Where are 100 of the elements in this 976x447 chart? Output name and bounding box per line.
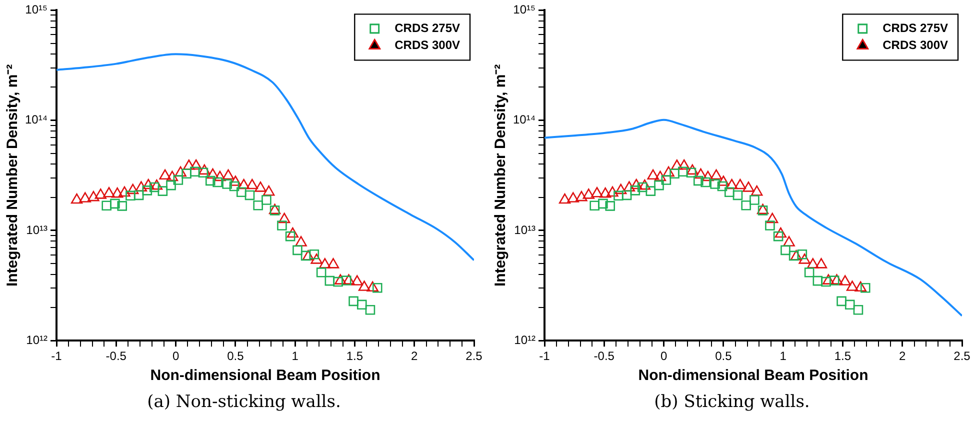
x-tick-label: 0 — [172, 349, 180, 364]
x-tick-label: -1 — [539, 349, 550, 364]
point — [661, 175, 672, 185]
y-axis-title: Integrated Number Density, m⁻² — [4, 64, 22, 287]
point — [638, 179, 651, 190]
point — [333, 276, 343, 287]
point — [324, 276, 335, 286]
point — [222, 179, 232, 189]
text: (a) Non-sticking walls. — [146, 392, 342, 412]
point — [741, 200, 751, 210]
point — [302, 250, 314, 260]
x-tick-label: 1 — [780, 349, 787, 364]
point — [780, 245, 790, 256]
point — [365, 305, 376, 315]
point — [710, 169, 722, 180]
point — [591, 186, 603, 198]
point — [366, 281, 378, 292]
x-tick-label: 0 — [660, 349, 668, 364]
point — [244, 190, 255, 200]
point — [159, 169, 171, 180]
x-tick-label: 2.5 — [466, 349, 483, 364]
point — [205, 176, 216, 186]
point — [790, 250, 802, 260]
point — [278, 212, 290, 224]
point — [182, 168, 192, 179]
point — [718, 176, 730, 186]
point — [678, 166, 688, 177]
point — [726, 178, 738, 190]
point — [807, 258, 819, 268]
point — [693, 176, 704, 186]
point — [750, 185, 763, 196]
point — [773, 231, 784, 242]
point — [686, 168, 696, 178]
point — [295, 236, 307, 246]
point — [724, 187, 734, 197]
point — [142, 178, 154, 190]
legend-label: CRDS 300V — [882, 38, 948, 52]
point — [732, 190, 743, 200]
y-tick-label: 10¹⁵ — [513, 2, 536, 17]
point — [229, 181, 240, 192]
point — [774, 227, 787, 238]
point — [630, 186, 640, 196]
point — [358, 280, 370, 291]
point — [567, 192, 579, 202]
point — [262, 185, 275, 196]
point — [222, 169, 234, 180]
point — [238, 178, 250, 190]
point — [173, 175, 184, 185]
x-tick-label: 1.5 — [346, 349, 364, 364]
point — [678, 159, 690, 170]
x-tick-label: -0.5 — [106, 349, 127, 364]
point — [206, 168, 219, 179]
point — [292, 245, 302, 256]
point — [158, 186, 168, 196]
point — [149, 182, 160, 192]
point — [582, 188, 594, 199]
point — [860, 283, 870, 293]
point — [830, 274, 843, 284]
x-tick-label: 1.5 — [834, 349, 852, 364]
point — [111, 187, 124, 198]
point — [309, 249, 320, 260]
point — [686, 164, 698, 175]
point — [605, 201, 615, 211]
point — [662, 166, 674, 177]
point — [150, 179, 163, 190]
point — [630, 178, 642, 190]
point — [614, 190, 624, 201]
point — [654, 180, 664, 190]
point — [742, 182, 754, 192]
point — [166, 180, 176, 190]
point — [117, 201, 127, 211]
point — [788, 250, 799, 261]
point — [599, 187, 612, 198]
point — [654, 170, 666, 182]
point — [637, 182, 648, 192]
point — [246, 178, 258, 190]
point — [190, 166, 200, 177]
x-tick-label: -1 — [51, 349, 62, 364]
legend-label: CRDS 275V — [394, 21, 460, 36]
point — [717, 181, 728, 192]
point — [214, 170, 226, 182]
point — [646, 186, 656, 196]
point — [836, 296, 846, 306]
point — [300, 250, 311, 261]
point — [372, 283, 382, 293]
point — [812, 276, 823, 286]
point — [670, 168, 680, 179]
point — [846, 280, 858, 291]
point — [236, 187, 246, 197]
point — [334, 274, 346, 284]
point — [765, 220, 775, 230]
point — [118, 186, 130, 197]
point — [804, 268, 814, 278]
point — [190, 159, 202, 170]
point — [230, 176, 242, 186]
point — [262, 195, 272, 205]
point — [622, 190, 632, 200]
point — [327, 258, 340, 268]
point — [700, 177, 710, 188]
point — [558, 193, 571, 204]
